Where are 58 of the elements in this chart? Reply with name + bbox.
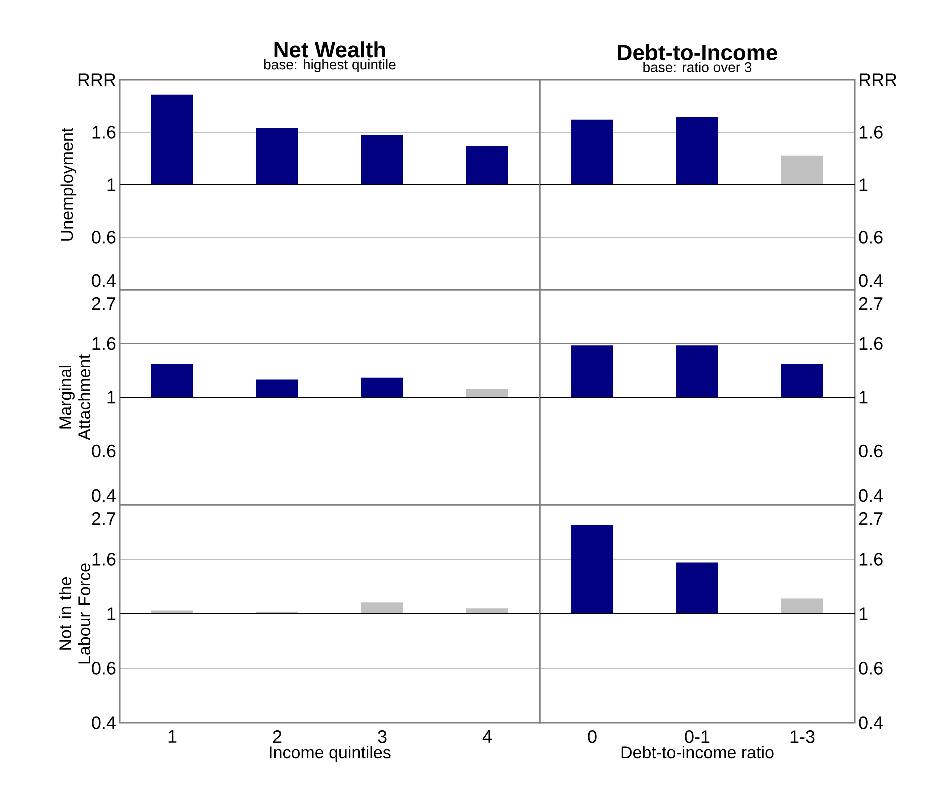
y-tick-label: 0.4 <box>859 716 884 730</box>
y-axis-title: Not in the Labour Force <box>59 564 91 664</box>
bar <box>362 602 404 614</box>
bar <box>466 146 509 185</box>
y-tick-label: 1 <box>108 391 116 404</box>
y-tick-label: 1 <box>860 178 868 192</box>
x-axis-title: Income quintiles <box>270 746 391 762</box>
chart-subtitle: base: ratio over 3 <box>644 62 752 72</box>
x-tick-label: 4 <box>482 730 492 743</box>
y-axis-title: Unemployment <box>60 128 77 241</box>
chart-title: Debt-to-Income <box>618 44 778 61</box>
bar <box>572 120 614 185</box>
bar <box>676 562 719 614</box>
y-tick-label: 2.7 <box>92 512 116 525</box>
x-tick-label: 0-1 <box>685 730 710 744</box>
bar <box>466 608 509 614</box>
y-tick-label: 0.6 <box>92 444 116 458</box>
y-tick-label: 2.7 <box>859 512 883 525</box>
y-tick-label: 0.4 <box>859 489 884 502</box>
bar <box>676 117 719 185</box>
bar <box>572 525 614 614</box>
y-tick-label: 2.7 <box>859 297 883 310</box>
y-tick-label: 0.6 <box>859 444 883 458</box>
y-tick-label: 1 <box>860 608 868 620</box>
y-tick-label: 0.4 <box>92 716 116 730</box>
y-tick-label: 0.4 <box>92 489 116 502</box>
bar <box>152 94 194 185</box>
x-tick-label: 3 <box>378 730 387 744</box>
y-tick-label: 1.6 <box>92 126 116 139</box>
y-tick-label: 1 <box>860 391 868 404</box>
x-tick-label: 1 <box>168 730 177 743</box>
y-tick-label: 1.6 <box>860 126 883 139</box>
y-tick-label: 1.6 <box>860 337 883 350</box>
y-tick-label: RRR <box>860 74 897 86</box>
bar <box>362 134 404 185</box>
x-tick-label: 1-3 <box>790 730 815 744</box>
y-tick-label: 0.4 <box>92 274 116 288</box>
y-tick-label: 1.6 <box>92 553 116 566</box>
y-tick-label: 1 <box>108 608 116 620</box>
y-tick-label: 0.6 <box>859 662 883 675</box>
y-tick-label: 0.6 <box>92 662 116 675</box>
y-tick-label: 2.7 <box>92 297 116 310</box>
y-tick-label: 1.6 <box>860 553 883 566</box>
y-tick-label: RRR <box>78 74 116 86</box>
y-tick-label: 0.6 <box>859 231 883 244</box>
x-axis-title: Debt-to-income ratio <box>622 746 774 759</box>
y-axis-title: Marginal Attachment <box>59 354 91 440</box>
chart-title: Net Wealth <box>274 42 386 58</box>
y-tick-label: 0.4 <box>859 274 884 288</box>
bar <box>782 156 824 185</box>
y-tick-label: 0.6 <box>92 231 116 244</box>
y-tick-label: 1.6 <box>92 337 116 350</box>
y-tick-label: 1 <box>108 178 116 192</box>
x-tick-label: 0 <box>588 730 597 744</box>
x-tick-label: 2 <box>273 730 282 744</box>
bar <box>782 598 824 614</box>
chart-subtitle: base: highest quintile <box>264 59 396 72</box>
bar <box>256 128 299 185</box>
